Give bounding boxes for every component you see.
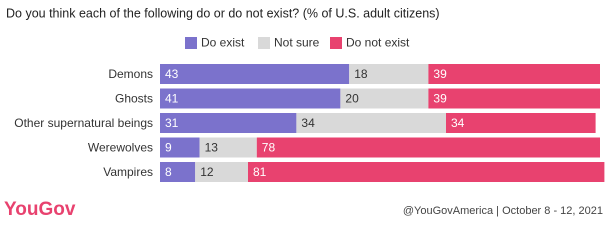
bar-segment — [160, 64, 350, 84]
bar-segment — [160, 88, 341, 109]
data-label: 9 — [165, 141, 172, 155]
data-label: 34 — [301, 116, 315, 130]
bar-segment — [340, 88, 429, 109]
data-label: 43 — [165, 67, 179, 81]
bar-segment — [195, 162, 248, 182]
bar-segment — [296, 113, 446, 133]
source: @YouGovAmerica | October 8 - 12, 2021 — [403, 205, 603, 217]
data-label: 13 — [205, 141, 219, 155]
bar-segment — [256, 137, 600, 158]
legend-label: Do exist — [201, 36, 245, 50]
data-label: 81 — [253, 165, 267, 179]
bar-segment — [428, 88, 600, 109]
data-label: 31 — [165, 116, 179, 130]
bar-segment — [446, 113, 596, 133]
legend-swatch — [258, 37, 270, 49]
bar-segment — [199, 137, 257, 158]
data-label: 39 — [433, 67, 447, 81]
legend-label: Not sure — [274, 36, 320, 50]
category-label: Vampires — [103, 165, 153, 179]
data-label: 41 — [165, 92, 179, 106]
chart-title: Do you think each of the following do or… — [6, 6, 440, 20]
bar-segment — [349, 64, 429, 84]
chart: Do you think each of the following do or… — [4, 6, 605, 220]
bar-segment — [160, 137, 200, 158]
data-label: 18 — [354, 67, 368, 81]
data-label: 20 — [345, 92, 359, 106]
category-label: Demons — [108, 67, 153, 81]
legend-swatch — [330, 37, 342, 49]
category-label: Werewolves — [88, 141, 153, 155]
category-label: Ghosts — [115, 92, 153, 106]
bar-segment — [160, 162, 196, 182]
data-label: 78 — [262, 141, 276, 155]
data-label: 39 — [433, 92, 447, 106]
legend-label: Do not exist — [346, 36, 410, 50]
bar-segment — [160, 113, 297, 133]
data-label: 8 — [165, 165, 172, 179]
bar-segment — [428, 64, 600, 84]
data-label: 34 — [451, 116, 465, 130]
bar-segment — [248, 162, 605, 182]
legend-swatch — [185, 37, 197, 49]
logo: YouGov — [4, 199, 76, 220]
data-label: 12 — [200, 165, 214, 179]
category-label: Other supernatural beings — [14, 116, 153, 130]
